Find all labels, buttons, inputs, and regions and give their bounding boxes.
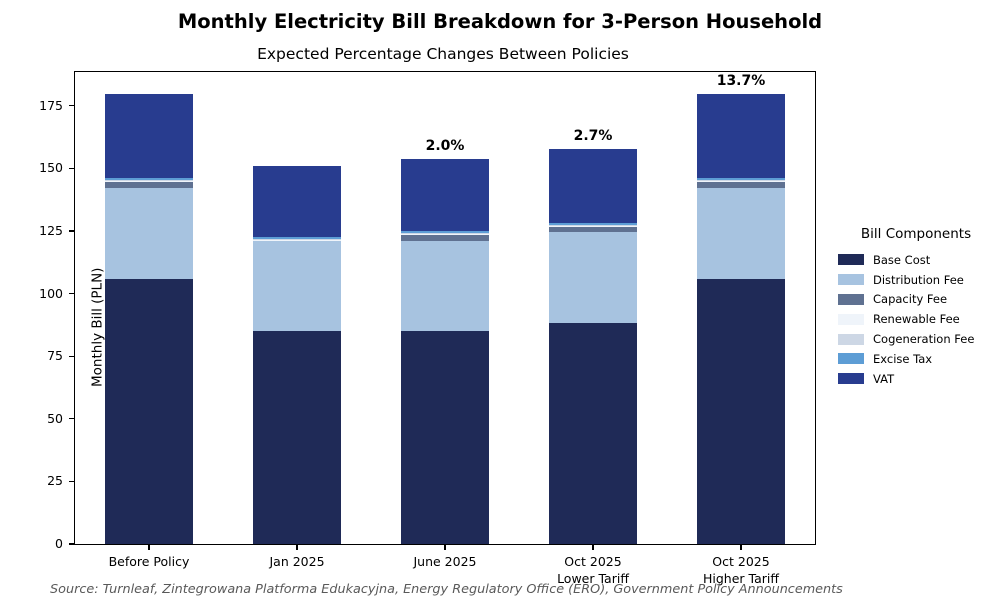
bar-segment — [401, 159, 489, 232]
legend-item: Base Cost — [836, 250, 996, 270]
bar-segment — [697, 178, 785, 181]
bar-segment — [105, 278, 193, 544]
y-tick-mark — [68, 543, 74, 545]
x-tick-mark — [444, 545, 446, 551]
legend-swatch — [838, 274, 864, 286]
legend-swatch — [838, 313, 864, 325]
bar-segment — [105, 180, 193, 182]
x-tick-label: Oct 2025 Higher Tariff — [703, 554, 779, 586]
x-tick-label: Before Policy — [108, 554, 190, 569]
y-tick-mark — [68, 167, 74, 169]
y-tick-label: 125 — [39, 223, 63, 238]
y-tick-mark — [68, 355, 74, 357]
x-tick-label: Jan 2025 — [269, 554, 325, 569]
legend-swatch — [838, 254, 864, 266]
legend-swatch — [838, 373, 864, 385]
x-tick-label: Oct 2025 Lower Tariff — [557, 554, 629, 586]
bar-segment — [253, 331, 341, 544]
bar-segment — [401, 233, 489, 235]
y-tick-mark — [68, 293, 74, 295]
bar-segment — [549, 224, 637, 226]
legend-item-label: VAT — [873, 371, 895, 386]
x-tick-mark — [740, 545, 742, 551]
bar-segment — [697, 180, 785, 182]
stacked-bar — [549, 148, 637, 544]
bar-segment — [105, 182, 193, 188]
legend-item-label: Distribution Fee — [873, 272, 964, 287]
legend: Bill Components Base Cost Distribution Fe… — [836, 226, 996, 389]
bar-segment — [401, 331, 489, 544]
stacked-bar — [697, 94, 785, 544]
legend-item: Cogeneration Fee — [836, 329, 996, 349]
y-tick-mark — [68, 105, 74, 107]
y-tick-label: 150 — [39, 160, 63, 176]
bar-segment — [401, 231, 489, 234]
bar-segment — [105, 94, 193, 179]
y-axis-label: Monthly Bill (PLN) — [89, 267, 106, 387]
bar-segment — [253, 240, 341, 332]
percent-change-annotation: 2.7% — [573, 127, 613, 144]
x-tick-label: June 2025 — [413, 554, 477, 569]
bar-segment — [401, 240, 489, 332]
legend-swatch — [838, 293, 864, 305]
bar-segment — [549, 222, 637, 225]
bar-segment — [253, 239, 341, 241]
bar-segment — [697, 187, 785, 279]
legend-item: Excise Tax — [836, 349, 996, 369]
chart-title: Monthly Electricity Bill Breakdown for 3… — [177, 10, 823, 33]
chart-subtitle: Expected Percentage Changes Between Poli… — [257, 45, 629, 63]
bar-segment — [549, 226, 637, 233]
y-tick-label: 0 — [55, 536, 63, 551]
bar-segment — [549, 225, 637, 227]
legend-item: Distribution Fee — [836, 270, 996, 290]
legend-swatch — [838, 353, 864, 365]
source-note: Source: Turnleaf, Zintegrowana Platforma… — [50, 582, 843, 597]
legend-title: Bill Components — [860, 226, 972, 242]
legend-item-label: Base Cost — [873, 252, 931, 267]
stacked-bar — [253, 166, 341, 544]
y-tick-label: 50 — [47, 410, 63, 426]
y-tick-label: 75 — [47, 348, 63, 364]
legend-item-label: Renewable Fee — [873, 312, 960, 327]
y-tick-label: 175 — [39, 97, 63, 113]
legend-items: Base Cost Distribution Fee Capacity Fee Ren… — [836, 250, 996, 389]
legend-item-label: Cogeneration Fee — [873, 332, 975, 347]
y-tick-mark — [68, 230, 74, 232]
legend-item-label: Capacity Fee — [873, 292, 948, 307]
bar-segment — [253, 236, 341, 239]
stacked-bar — [401, 159, 489, 544]
legend-item-label: Excise Tax — [873, 351, 933, 366]
legend-item: Renewable Fee — [836, 309, 996, 329]
bar-segment — [105, 187, 193, 279]
y-tick-label: 100 — [39, 285, 63, 301]
bar-segment — [401, 234, 489, 235]
x-tick-mark — [296, 545, 298, 551]
stacked-bar — [105, 94, 193, 544]
bar-segment — [697, 94, 785, 179]
bar-segment — [549, 148, 637, 223]
bar-segment — [253, 238, 341, 240]
percent-change-annotation: 13.7% — [716, 73, 766, 90]
x-tick-mark — [592, 545, 594, 551]
bar-segment — [549, 322, 637, 544]
bar-segment — [697, 182, 785, 188]
bar-segment — [549, 232, 637, 323]
bar-segment — [105, 181, 193, 183]
legend-item: VAT — [836, 369, 996, 389]
bar-segment — [697, 278, 785, 544]
bar-segment — [253, 166, 341, 237]
bar-segment — [697, 181, 785, 183]
y-tick-mark — [68, 480, 74, 482]
legend-item: Capacity Fee — [836, 290, 996, 310]
legend-swatch — [838, 333, 864, 345]
y-tick-mark — [68, 418, 74, 420]
x-tick-mark — [148, 545, 150, 551]
bar-segment — [105, 178, 193, 181]
percent-change-annotation: 2.0% — [425, 138, 465, 155]
bar-segment — [401, 234, 489, 241]
y-tick-label: 25 — [47, 473, 63, 489]
plot-area: Monthly Bill (PLN) 0 25 50 75 100 125 150 175 Be… — [39, 71, 816, 586]
